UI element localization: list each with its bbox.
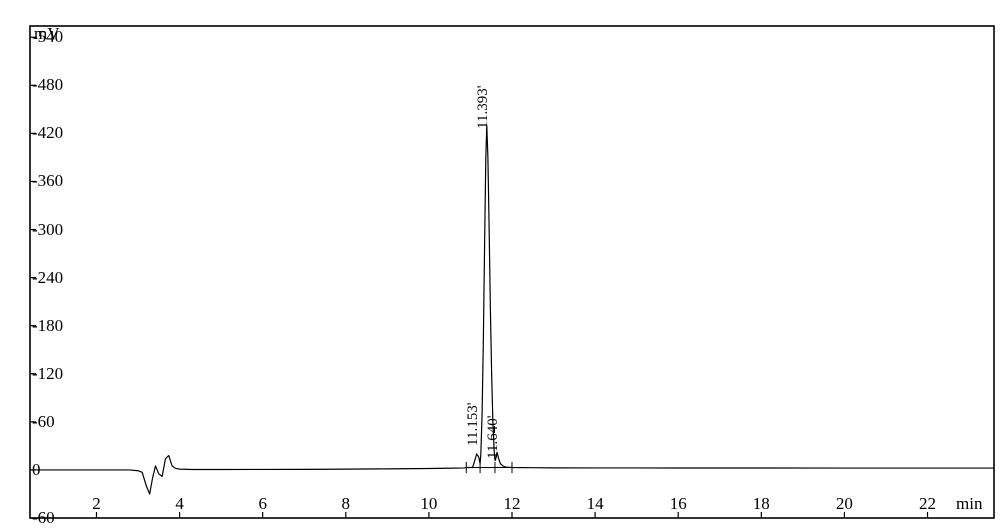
label: 8 bbox=[334, 494, 358, 514]
label: 22 bbox=[916, 494, 940, 514]
label: -120 bbox=[32, 364, 63, 384]
y-axis-unit: mV bbox=[34, 24, 60, 44]
label: 20 bbox=[832, 494, 856, 514]
label: 16 bbox=[666, 494, 690, 514]
label: 10 bbox=[417, 494, 441, 514]
chart-container: -600-60-120-180-240-300-360-420-480-5402… bbox=[0, 0, 1000, 529]
x-axis-unit: min bbox=[956, 494, 982, 514]
label: -360 bbox=[32, 171, 63, 191]
peak-label: 11.640' bbox=[485, 415, 502, 458]
label: 4 bbox=[168, 494, 192, 514]
label: -60 bbox=[32, 508, 55, 528]
label: 18 bbox=[749, 494, 773, 514]
label: -240 bbox=[32, 268, 63, 288]
label: 12 bbox=[500, 494, 524, 514]
label: -60 bbox=[32, 412, 55, 432]
label: 6 bbox=[251, 494, 275, 514]
label: -480 bbox=[32, 75, 63, 95]
peak-label: 11.153' bbox=[465, 403, 482, 446]
label: -180 bbox=[32, 316, 63, 336]
label: -420 bbox=[32, 123, 63, 143]
label: 0 bbox=[32, 460, 41, 480]
label: -300 bbox=[32, 220, 63, 240]
peak-label: 11.393' bbox=[475, 85, 492, 128]
label: 2 bbox=[84, 494, 108, 514]
label: 14 bbox=[583, 494, 607, 514]
